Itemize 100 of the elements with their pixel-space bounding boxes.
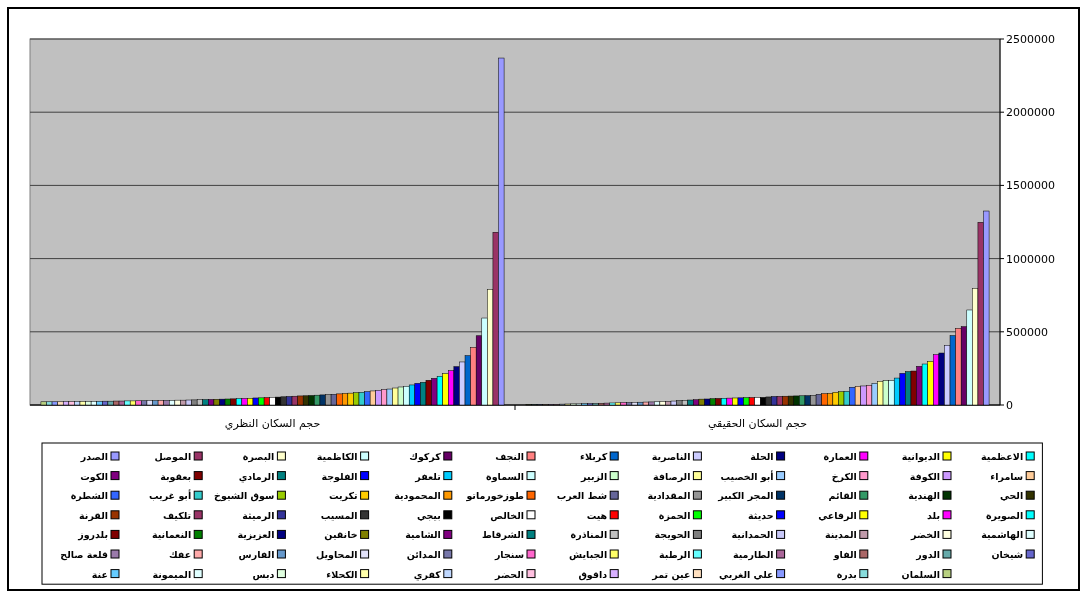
bar bbox=[670, 400, 677, 406]
bar bbox=[614, 402, 622, 406]
legend-label: الرطبة bbox=[659, 549, 691, 561]
legend-label: تلعفر bbox=[414, 470, 441, 483]
legend-label: بيجي bbox=[416, 509, 441, 521]
bar bbox=[364, 391, 371, 406]
bar bbox=[888, 380, 895, 406]
legend-label: بلد bbox=[927, 509, 940, 521]
legend-label: المحمودية bbox=[394, 490, 441, 503]
bar bbox=[799, 395, 806, 406]
legend-label: النجف bbox=[495, 451, 524, 462]
bar bbox=[85, 401, 92, 406]
bar bbox=[163, 400, 170, 406]
bar bbox=[269, 397, 276, 406]
bar bbox=[252, 397, 259, 406]
bar bbox=[787, 395, 795, 406]
bar bbox=[732, 397, 739, 406]
bar bbox=[107, 400, 114, 406]
bar bbox=[436, 376, 443, 406]
legend-label: الرفاعي bbox=[818, 509, 857, 522]
legend-label: الخالص bbox=[490, 509, 524, 522]
bar bbox=[726, 397, 733, 406]
bar bbox=[124, 400, 131, 406]
bar bbox=[776, 396, 783, 406]
y-tick-label: 2000000 bbox=[1006, 106, 1055, 120]
bar bbox=[369, 390, 376, 406]
bar bbox=[403, 386, 410, 406]
bar bbox=[642, 401, 649, 406]
bar bbox=[169, 400, 176, 406]
bar bbox=[325, 394, 332, 406]
legend-label: الكوت bbox=[80, 470, 108, 483]
legend-label: خانقين bbox=[324, 529, 358, 542]
bar bbox=[765, 396, 772, 406]
bar bbox=[219, 398, 226, 406]
bar bbox=[793, 395, 800, 406]
legend-label: المقدادية bbox=[647, 490, 691, 502]
bar bbox=[79, 401, 86, 406]
legend-label: المسيب bbox=[320, 509, 358, 521]
bar bbox=[46, 401, 53, 406]
legend-label: شط العرب bbox=[556, 490, 608, 503]
bar bbox=[291, 395, 298, 406]
x-tick-label: حجم السكان الحقيقي bbox=[707, 417, 808, 430]
legend-label: القرنة bbox=[79, 509, 108, 522]
bar bbox=[620, 402, 627, 406]
bar bbox=[202, 399, 209, 406]
bar bbox=[927, 361, 934, 406]
bar bbox=[185, 399, 192, 406]
legend-label: الخضر bbox=[910, 529, 940, 542]
legend-label: الرصافة bbox=[652, 470, 691, 483]
bar bbox=[141, 400, 148, 406]
bar bbox=[319, 394, 326, 406]
bar bbox=[698, 398, 705, 406]
legend-label: الديوانية bbox=[901, 451, 940, 463]
legend-label: قلعة صالح bbox=[60, 549, 108, 561]
legend-label: الطارمية bbox=[732, 549, 774, 561]
bar bbox=[241, 398, 248, 406]
bar bbox=[609, 402, 616, 406]
y-tick-label: 1000000 bbox=[1006, 252, 1055, 266]
bar bbox=[709, 398, 716, 406]
bar bbox=[375, 390, 382, 406]
bar bbox=[693, 399, 700, 406]
legend-label: سوق الشيوخ bbox=[214, 490, 275, 503]
bar bbox=[263, 397, 270, 406]
bar bbox=[860, 385, 867, 406]
bar bbox=[68, 401, 75, 406]
bar bbox=[174, 399, 181, 406]
legend-label: المناذرة bbox=[570, 529, 608, 542]
bar bbox=[302, 395, 310, 406]
legend-label: الصويرة bbox=[985, 509, 1024, 522]
legend-label: البصرة bbox=[242, 451, 275, 463]
legend-label: الشرقاط bbox=[481, 529, 524, 542]
legend-label: عين تمر bbox=[651, 568, 691, 581]
legend-label: سامراء bbox=[990, 470, 1024, 483]
legend-label: الفارس bbox=[238, 549, 275, 561]
bar bbox=[843, 391, 850, 406]
bar bbox=[966, 309, 973, 406]
bar bbox=[748, 397, 755, 406]
bar bbox=[637, 401, 644, 406]
bar bbox=[330, 394, 337, 406]
bar bbox=[631, 402, 638, 406]
legend-label: الكرخ bbox=[831, 470, 857, 483]
legend-label: الرميثة bbox=[242, 509, 275, 522]
legend-label: بلدروز bbox=[77, 529, 108, 542]
bar bbox=[832, 392, 839, 406]
bar bbox=[938, 352, 945, 406]
legend-label: الكحلاء bbox=[326, 568, 358, 580]
legend-label: المجر الكبير bbox=[717, 490, 774, 503]
x-tick-label: حجم السكان النظري bbox=[224, 417, 321, 430]
bar bbox=[57, 401, 64, 406]
bar bbox=[715, 398, 722, 406]
bar bbox=[235, 398, 243, 406]
bar bbox=[804, 395, 811, 406]
bar bbox=[910, 370, 917, 406]
legend-label: أبو غريب bbox=[149, 489, 192, 503]
legend-label: الدور bbox=[915, 549, 940, 561]
legend-label: دبس bbox=[252, 568, 275, 581]
legend-label: طوزخورماتو bbox=[465, 490, 525, 503]
bar bbox=[275, 396, 282, 406]
legend-label: أبو الخصيب bbox=[720, 469, 774, 483]
bar bbox=[654, 401, 661, 406]
